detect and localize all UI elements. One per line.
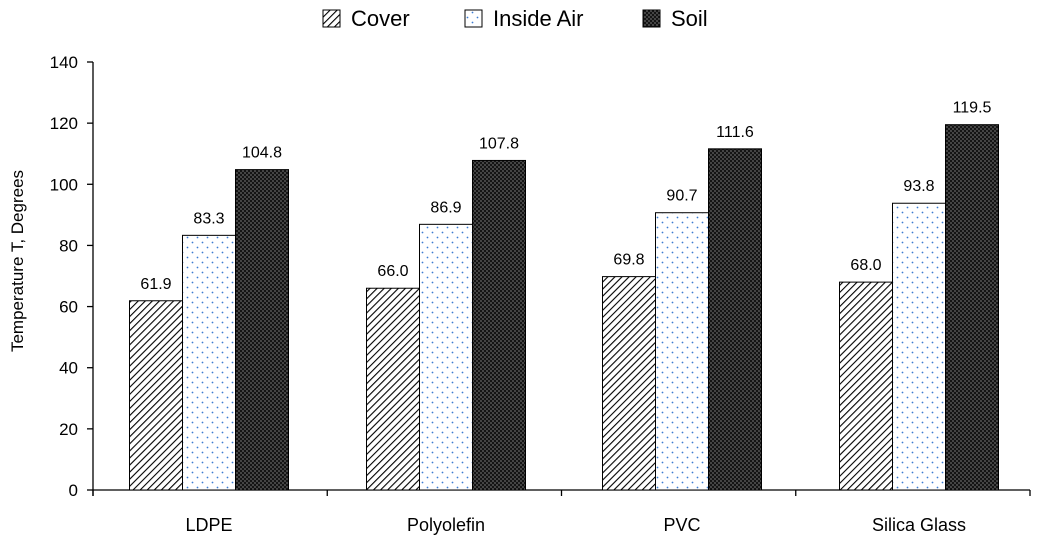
data-label: 107.8 [479, 135, 519, 152]
y-tick-label: 60 [59, 298, 78, 317]
data-label: 69.8 [613, 252, 644, 269]
y-axis-label: Temperature T, Degrees [8, 170, 27, 352]
y-tick-label: 140 [50, 53, 78, 72]
y-tick-label: 40 [59, 359, 78, 378]
bar-inside-air-ldpe [182, 234, 236, 491]
data-label-group: 61.9 66.0 69.8 68.0 83.3 86.9 90.7 93.8 104.8 107… [140, 100, 991, 293]
y-tick-label: 120 [50, 114, 78, 133]
y-axis: 0 20 40 60 80 100 120 140 [50, 53, 94, 500]
data-label: 90.7 [666, 188, 697, 205]
bar-inside-air-pvc [655, 212, 709, 491]
bar-soil-ldpe [235, 169, 289, 491]
data-label: 93.8 [903, 178, 934, 195]
series-soil [235, 124, 999, 491]
legend-item-inside-air: Inside Air [464, 6, 584, 31]
bar-soil-polyolefin [472, 159, 526, 491]
x-category-label: PVC [663, 515, 700, 535]
data-label: 61.9 [140, 276, 171, 293]
x-axis: LDPE Polyolefin PVC Silica Glass [92, 489, 1031, 535]
data-label: 86.9 [430, 199, 461, 216]
legend-item-soil: Soil [642, 6, 708, 31]
data-label: 68.0 [850, 257, 881, 274]
bar-soil-silica-glass [945, 124, 999, 491]
bar-soil-pvc [708, 148, 762, 491]
legend-swatch [464, 9, 483, 28]
bar-cover-silica-glass [839, 281, 893, 491]
legend-label: Inside Air [493, 6, 584, 31]
bar-cover-ldpe [129, 300, 183, 491]
y-tick-label: 80 [59, 236, 78, 255]
data-label: 119.5 [953, 100, 992, 117]
bar-inside-air-silica-glass [892, 202, 946, 491]
y-tick-label: 0 [69, 481, 78, 500]
data-label: 66.0 [377, 263, 408, 280]
legend-label: Cover [351, 6, 410, 31]
bar-series-group [129, 124, 999, 491]
legend-swatch [322, 9, 341, 28]
y-tick-label: 100 [50, 175, 78, 194]
data-label: 111.6 [716, 124, 754, 141]
legend-swatch [642, 9, 661, 28]
data-label: 83.3 [193, 210, 224, 227]
x-category-label: Silica Glass [872, 515, 966, 535]
legend-label: Soil [671, 6, 708, 31]
y-tick-label: 20 [59, 420, 78, 439]
data-label: 104.8 [242, 145, 282, 162]
series-inside-air [182, 202, 946, 491]
x-category-label: LDPE [185, 515, 232, 535]
legend-item-cover: Cover [322, 6, 410, 31]
bar-cover-polyolefin [366, 287, 420, 491]
bar-cover-pvc [602, 276, 656, 491]
x-category-label: Polyolefin [407, 515, 485, 535]
bar-inside-air-polyolefin [419, 223, 473, 491]
legend: Cover Inside Air Soil [322, 6, 708, 31]
